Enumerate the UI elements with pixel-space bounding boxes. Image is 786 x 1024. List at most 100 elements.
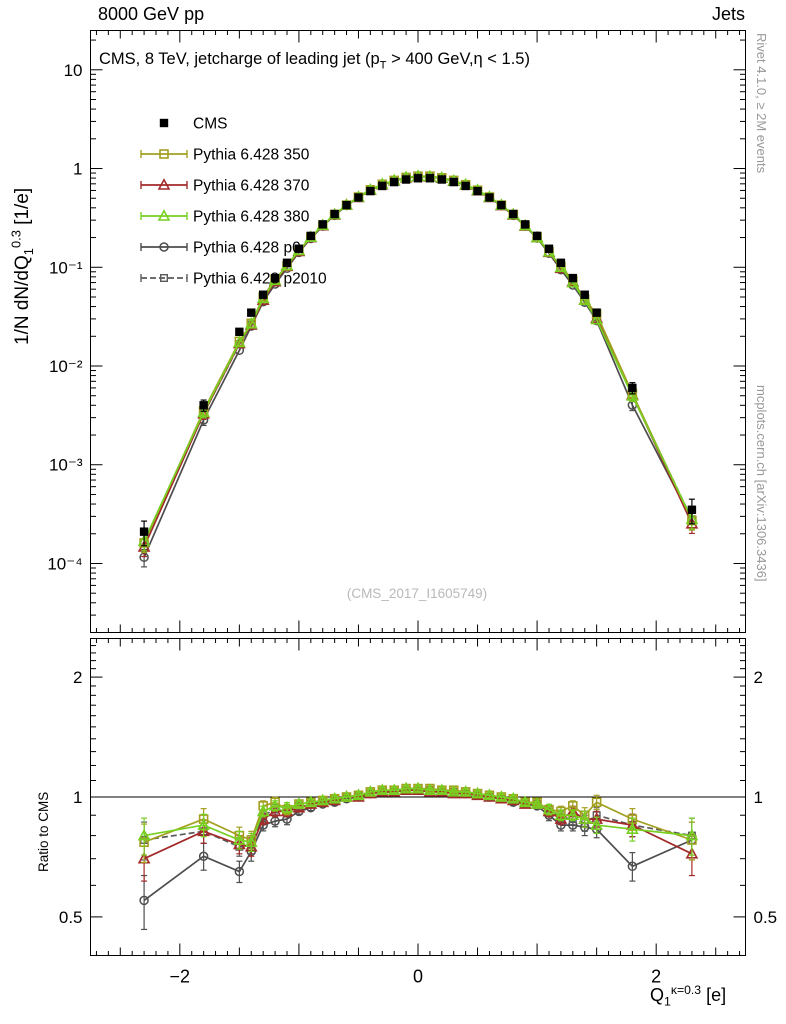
data-marker	[233, 833, 246, 845]
data-marker	[435, 783, 449, 796]
data-marker	[566, 808, 580, 821]
legend-marker	[159, 149, 169, 159]
data-marker	[495, 790, 508, 802]
legend-label: Pythia 6.428 p0	[193, 240, 301, 257]
plot-title-post: > 400 GeV,η < 1.5)	[386, 50, 530, 68]
data-marker	[292, 797, 306, 809]
y-main-tick-label: 10	[64, 61, 83, 80]
data-marker	[590, 818, 603, 830]
y-main-tick-label: 10⁻²	[49, 357, 83, 376]
data-marker	[627, 861, 638, 872]
data-marker	[578, 293, 592, 306]
mcplots-arxiv-note: mcplots.cern.ch [arXiv:1306.3436]	[754, 385, 769, 582]
data-marker	[364, 785, 377, 797]
cms-data-marker	[247, 308, 256, 317]
cms-data-marker	[485, 193, 494, 202]
data-marker	[375, 783, 389, 796]
y-ratio-tick-label-left: 1	[73, 788, 82, 807]
data-marker	[268, 798, 282, 811]
legend-marker	[157, 209, 171, 221]
cms-data-marker	[354, 193, 363, 202]
y-axis-title-main: 1/N dN/dQ10.3 [1/e]	[8, 188, 36, 345]
plot-title-sub: T	[379, 59, 387, 72]
data-marker	[578, 812, 592, 824]
y-main-tick-label: 1	[73, 160, 82, 179]
data-marker	[506, 791, 520, 804]
data-marker	[590, 312, 603, 325]
y-axis-title-sub: 1	[20, 248, 36, 256]
cms-data-marker	[497, 200, 506, 210]
data-marker	[137, 828, 151, 841]
cms-data-marker	[509, 209, 518, 219]
data-marker	[197, 818, 210, 830]
series-line-main	[143, 175, 693, 542]
x-axis-title-sub: 1	[664, 994, 671, 1009]
data-marker	[411, 781, 425, 794]
cms-data-marker	[401, 175, 411, 184]
cms-data-marker	[342, 200, 351, 210]
cms-data-marker	[294, 244, 304, 253]
cms-data-marker	[592, 308, 601, 317]
legend-marker	[157, 178, 171, 190]
legend-marker	[159, 274, 168, 283]
data-marker	[423, 783, 437, 796]
cms-data-marker	[139, 527, 149, 536]
cms-data-marker	[461, 181, 470, 191]
legend-label: Pythia 6.428 380	[193, 209, 310, 226]
x-axis-title-sup: κ=0.3	[670, 983, 702, 997]
data-marker	[328, 791, 341, 804]
main-frame	[90, 30, 746, 633]
y-axis-title-sup: 0.3	[8, 230, 24, 249]
y-ratio-tick-label-right: 1	[754, 788, 763, 807]
legend-label: CMS	[193, 116, 227, 133]
series-line-main	[143, 175, 693, 544]
x-axis-title: Q1κ=0.3 [e]	[650, 983, 727, 1009]
series-line-ratio	[143, 789, 693, 902]
data-marker	[542, 802, 556, 815]
cms-data-marker	[473, 186, 482, 196]
cms-data-marker	[520, 220, 530, 229]
x-axis-title-post: [e]	[701, 985, 727, 1005]
rivet-version-note: Rivet 4.1.0, ≥ 2M events	[754, 33, 769, 174]
y-ratio-tick-label-left: 0.5	[59, 908, 83, 927]
x-tick-label: −2	[170, 967, 191, 987]
plot-title-pre: CMS, 8 TeV, jetcharge of leading jet (p	[99, 50, 380, 68]
data-marker	[198, 851, 209, 861]
cms-data-marker	[449, 177, 458, 187]
cms-data-marker	[330, 209, 339, 219]
y-main-tick-label: 10⁻⁴	[47, 554, 82, 573]
y-ratio-tick-label-left: 2	[73, 668, 82, 687]
data-marker	[234, 866, 245, 877]
data-marker	[233, 335, 246, 348]
cms-data-marker	[544, 244, 554, 253]
series-line-ratio	[143, 789, 693, 848]
data-marker	[304, 795, 318, 808]
cms-data-marker	[235, 327, 244, 337]
x-tick-label: 0	[413, 967, 423, 987]
data-marker	[244, 835, 258, 848]
header-beam-energy: 8000 GeV pp	[98, 4, 205, 24]
y-ratio-tick-label-right: 2	[754, 668, 763, 687]
series-line-main	[143, 175, 693, 543]
cms-data-marker	[568, 273, 578, 283]
data-marker	[340, 790, 353, 802]
series-line-main	[143, 175, 693, 548]
cms-data-marker	[389, 177, 399, 187]
header-analysis-type: Jets	[711, 4, 745, 24]
legend-label: Pythia 6.428 370	[193, 178, 310, 195]
cms-data-marker	[270, 273, 280, 283]
y-axis-title-pre: 1/N dN/dQ	[12, 255, 33, 345]
series-line-ratio	[143, 789, 693, 860]
x-tick-label: 2	[651, 967, 661, 987]
cms-data-marker	[199, 401, 208, 410]
legend-marker	[159, 242, 169, 252]
y-axis-title-ratio: Ratio to CMS	[36, 791, 51, 872]
cms-data-marker	[437, 175, 447, 184]
y-main-tick-label: 10⁻¹	[49, 258, 83, 277]
data-marker	[626, 822, 639, 835]
data-marker	[471, 786, 484, 799]
x-axis-title-pre: Q	[650, 985, 665, 1005]
cms-data-marker	[556, 258, 566, 267]
data-marker	[387, 783, 401, 796]
